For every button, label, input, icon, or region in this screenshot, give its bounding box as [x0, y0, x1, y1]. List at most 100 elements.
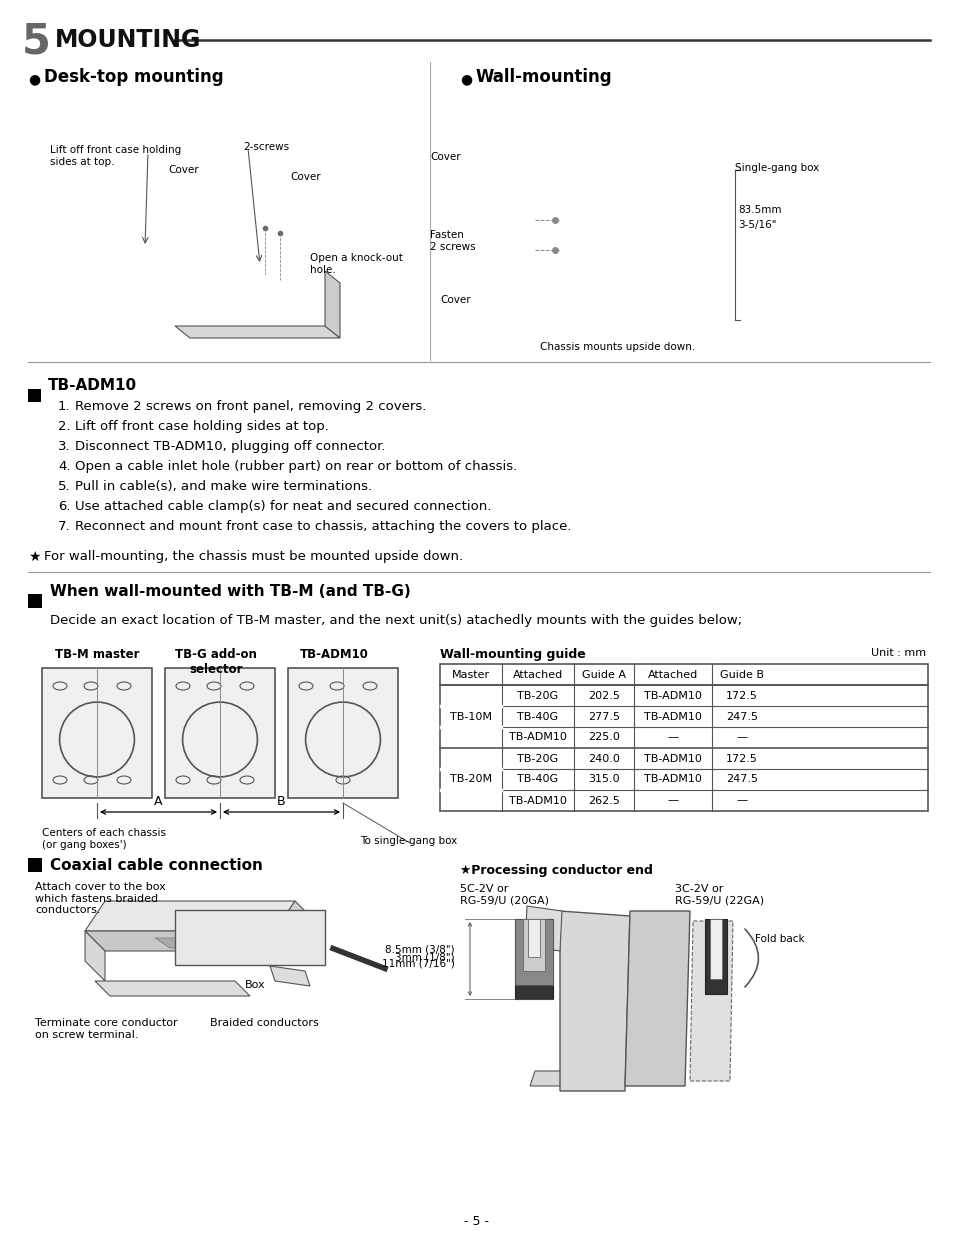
Text: —: —: [667, 796, 678, 806]
Text: For wall-mounting, the chassis must be mounted upside down.: For wall-mounting, the chassis must be m…: [44, 550, 462, 564]
Text: 1.: 1.: [58, 400, 71, 413]
Text: 3mm (1/8"): 3mm (1/8"): [395, 952, 455, 962]
Text: 315.0: 315.0: [588, 775, 619, 785]
Text: Centers of each chassis
(or gang boxes'): Centers of each chassis (or gang boxes'): [42, 828, 166, 849]
Text: Terminate core conductor
on screw terminal.: Terminate core conductor on screw termin…: [35, 1018, 177, 1039]
Text: 247.5: 247.5: [725, 775, 758, 785]
Bar: [522, 920, 544, 971]
Text: Wall-mounting: Wall-mounting: [476, 68, 612, 87]
Text: 7.: 7.: [58, 520, 71, 533]
Text: Open a knock-out
hole.: Open a knock-out hole.: [310, 253, 402, 274]
Text: Disconnect TB-ADM10, plugging off connector.: Disconnect TB-ADM10, plugging off connec…: [75, 440, 385, 454]
Text: 172.5: 172.5: [725, 754, 757, 764]
Text: - 5 -: - 5 -: [464, 1215, 489, 1229]
Text: Lift off front case holding sides at top.: Lift off front case holding sides at top…: [75, 420, 329, 433]
Text: Guide B: Guide B: [720, 670, 763, 680]
Text: Attach cover to the box
which fastens braided
conductors.: Attach cover to the box which fastens br…: [35, 883, 166, 915]
Text: 247.5: 247.5: [725, 712, 758, 722]
Text: TB-10M: TB-10M: [450, 712, 492, 722]
Text: —: —: [667, 733, 678, 743]
Bar: [527, 920, 539, 957]
Text: TB-M master: TB-M master: [55, 648, 139, 661]
Text: —: —: [736, 796, 747, 806]
Bar: [288, 667, 397, 798]
Text: Cover: Cover: [168, 164, 198, 176]
Text: TB-ADM10: TB-ADM10: [299, 648, 369, 661]
Text: Wall-mounting guide: Wall-mounting guide: [439, 648, 585, 661]
Text: 3.: 3.: [58, 440, 71, 454]
Text: TB-ADM10: TB-ADM10: [48, 378, 137, 393]
Polygon shape: [530, 1072, 575, 1086]
Text: Pull in cable(s), and make wire terminations.: Pull in cable(s), and make wire terminat…: [75, 480, 372, 493]
Text: ★Processing conductor end: ★Processing conductor end: [459, 864, 652, 878]
Text: Chassis mounts upside down.: Chassis mounts upside down.: [539, 342, 695, 352]
Bar: [165, 667, 274, 798]
Text: 11mm (7/16"): 11mm (7/16"): [382, 959, 455, 969]
Text: Remove 2 screws on front panel, removing 2 covers.: Remove 2 screws on front panel, removing…: [75, 400, 426, 413]
Text: Fold back: Fold back: [754, 934, 803, 944]
Text: Guide A: Guide A: [581, 670, 625, 680]
Text: Reconnect and mount front case to chassis, attaching the covers to place.: Reconnect and mount front case to chassi…: [75, 520, 571, 533]
Text: Cover: Cover: [439, 295, 470, 305]
Text: 262.5: 262.5: [587, 796, 619, 806]
Text: ★: ★: [28, 550, 40, 564]
Text: 225.0: 225.0: [587, 733, 619, 743]
Text: 5: 5: [22, 20, 51, 62]
Text: TB-20G: TB-20G: [517, 754, 558, 764]
Text: 3-5/16": 3-5/16": [738, 220, 776, 230]
Bar: [515, 920, 553, 985]
Text: 3C-2V or
RG-59/U (22GA): 3C-2V or RG-59/U (22GA): [675, 884, 763, 906]
Text: TB-ADM10: TB-ADM10: [643, 775, 701, 785]
Text: TB-20G: TB-20G: [517, 691, 558, 701]
Bar: [28, 858, 42, 873]
Text: 5C-2V or
RG-59/U (20GA): 5C-2V or RG-59/U (20GA): [459, 884, 548, 906]
Text: Box: Box: [245, 980, 265, 990]
Text: 6.: 6.: [58, 501, 71, 513]
Text: MOUNTING: MOUNTING: [55, 28, 201, 52]
Text: TB-ADM10: TB-ADM10: [509, 733, 566, 743]
Text: A: A: [154, 795, 163, 808]
Polygon shape: [559, 911, 629, 1091]
Text: 172.5: 172.5: [725, 691, 757, 701]
Text: 8.5mm (3/8"): 8.5mm (3/8"): [385, 946, 455, 955]
Polygon shape: [85, 901, 294, 931]
Text: 83.5mm: 83.5mm: [738, 205, 781, 215]
Polygon shape: [85, 931, 294, 950]
Bar: [515, 920, 553, 999]
Text: Single-gang box: Single-gang box: [734, 163, 819, 173]
Text: Master: Master: [452, 670, 490, 680]
Text: Braided conductors: Braided conductors: [210, 1018, 318, 1028]
Polygon shape: [689, 921, 732, 1082]
Text: TB-40G: TB-40G: [517, 712, 558, 722]
Bar: [174, 910, 325, 965]
Text: 5.: 5.: [58, 480, 71, 493]
Polygon shape: [524, 906, 561, 950]
Text: 277.5: 277.5: [587, 712, 619, 722]
Bar: [704, 920, 726, 994]
Text: 202.5: 202.5: [587, 691, 619, 701]
Text: When wall-mounted with TB-M (and TB-G): When wall-mounted with TB-M (and TB-G): [50, 583, 411, 599]
Bar: [709, 920, 721, 979]
Text: TB-G add-on
selector: TB-G add-on selector: [174, 648, 256, 676]
Text: Unit : mm: Unit : mm: [870, 648, 925, 658]
Polygon shape: [85, 931, 105, 981]
Text: Cover: Cover: [430, 152, 460, 162]
Bar: [28, 389, 41, 402]
Bar: [28, 595, 42, 608]
Text: Lift off front case holding
sides at top.: Lift off front case holding sides at top…: [50, 145, 181, 167]
Text: 240.0: 240.0: [587, 754, 619, 764]
Bar: [439, 664, 927, 811]
Text: Cover: Cover: [290, 172, 320, 182]
Polygon shape: [325, 271, 339, 337]
Text: TB-ADM10: TB-ADM10: [643, 712, 701, 722]
Polygon shape: [174, 326, 339, 337]
Polygon shape: [270, 967, 310, 986]
Text: —: —: [736, 733, 747, 743]
Polygon shape: [154, 938, 260, 948]
Text: To single-gang box: To single-gang box: [359, 836, 456, 845]
Text: Coaxial cable connection: Coaxial cable connection: [50, 858, 263, 873]
Text: 2.: 2.: [58, 420, 71, 433]
Text: Open a cable inlet hole (rubber part) on rear or bottom of chassis.: Open a cable inlet hole (rubber part) on…: [75, 460, 517, 473]
Polygon shape: [624, 911, 689, 1086]
Text: 4.: 4.: [58, 460, 71, 473]
